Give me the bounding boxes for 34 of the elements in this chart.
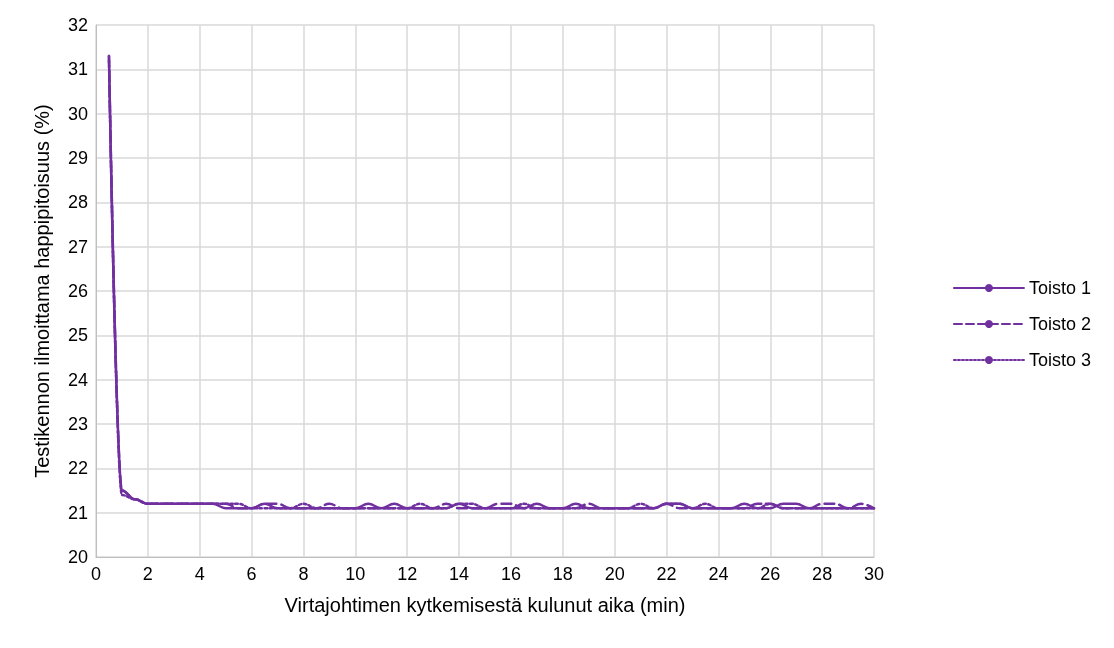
x-tick-label: 30 — [863, 564, 885, 584]
x-tick-label: 22 — [656, 564, 677, 584]
y-tick-label: 21 — [67, 502, 88, 523]
y-tick-label: 31 — [67, 59, 88, 80]
x-tick-label: 14 — [449, 564, 470, 584]
y-tick-label: 32 — [67, 15, 88, 35]
x-tick-label: 2 — [142, 564, 153, 584]
x-tick-label: 18 — [552, 564, 573, 584]
x-tick-label: 12 — [397, 564, 418, 584]
x-tick-label: 20 — [604, 564, 625, 584]
y-tick-label: 20 — [67, 547, 88, 567]
y-tick-label: 25 — [67, 325, 88, 346]
legend-label: Toisto 1 — [1028, 278, 1092, 298]
x-tick-label: 4 — [194, 564, 205, 584]
x-tick-label: 24 — [708, 564, 729, 584]
y-tick-label: 23 — [67, 414, 88, 434]
y-tick-label: 27 — [67, 236, 88, 257]
y-tick-label: 30 — [67, 103, 88, 124]
y-axis-title: Testikennon ilmoittama happipitoisuus (%) — [31, 104, 53, 478]
legend-label: Toisto 3 — [1028, 350, 1092, 370]
legend-label: Toisto 2 — [1028, 314, 1092, 334]
x-tick-label: 8 — [298, 564, 309, 584]
x-tick-label: 26 — [760, 564, 781, 584]
y-tick-label: 24 — [67, 369, 88, 390]
y-tick-label: 22 — [67, 458, 88, 479]
x-tick-label: 6 — [246, 564, 257, 584]
x-tick-label: 0 — [90, 564, 102, 584]
y-tick-label: 29 — [67, 148, 88, 168]
x-tick-label: 28 — [812, 564, 833, 584]
x-tick-label: 10 — [345, 564, 366, 584]
x-tick-label: 16 — [500, 564, 521, 584]
y-tick-label: 28 — [67, 192, 88, 213]
y-tick-label: 26 — [67, 281, 88, 301]
x-axis-title: Virtajohtimen kytkemisestä kulunut aika (min) — [284, 594, 686, 616]
